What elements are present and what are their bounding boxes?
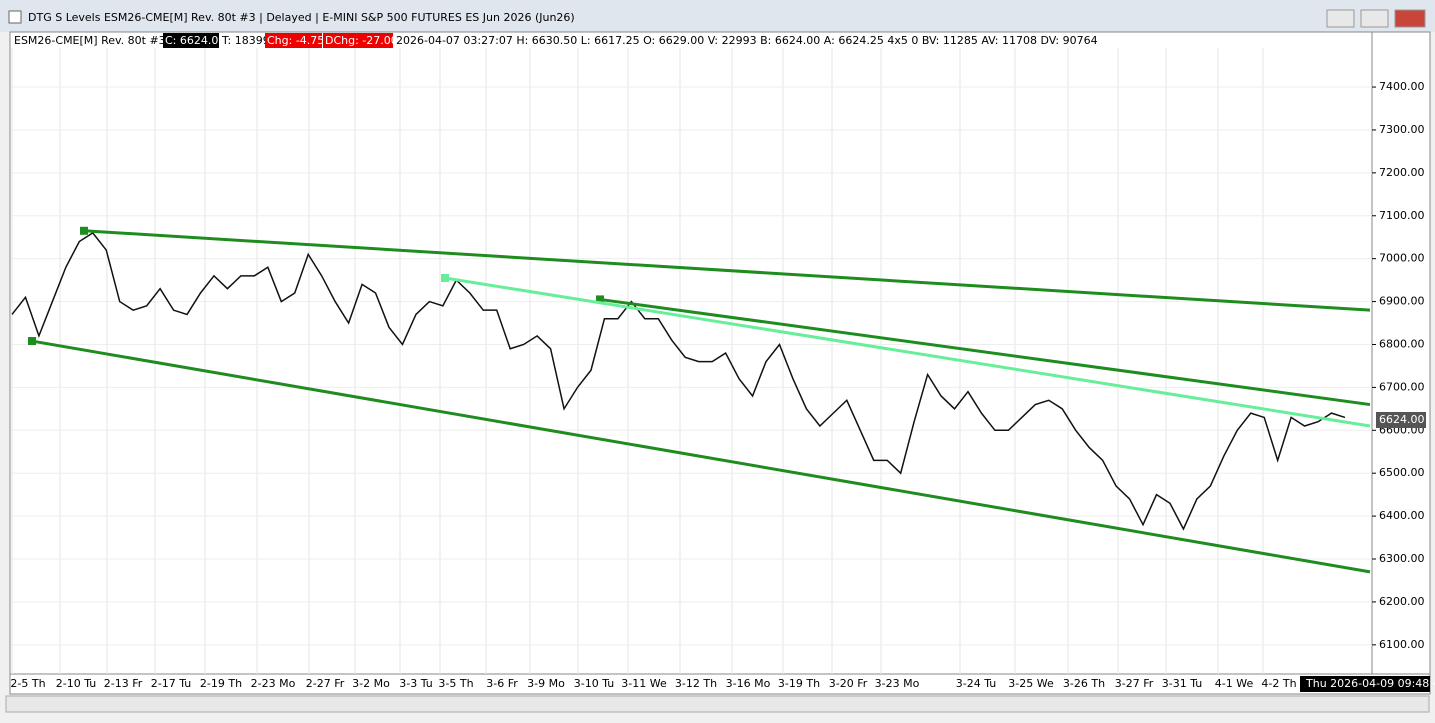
chg: Chg: -4.75 [267,34,324,47]
close: C: 6624.00 [165,34,225,47]
x-tick-label: 3-6 Fr [486,677,518,690]
y-tick-label: 7000.00 [1379,252,1425,265]
x-tick-label: 3-24 Tu [956,677,996,690]
x-tick-label: 3-31 Tu [1162,677,1202,690]
x-tick-label: 2-27 Fr [306,677,345,690]
dchg-box [323,33,393,48]
chart-area [9,31,1431,695]
last-price: 6624.00 [1379,413,1425,426]
x-tick-label: 3-25 We [1008,677,1054,690]
y-tick-label: 7200.00 [1379,166,1425,179]
price-line [11,231,1346,531]
y-tick-label: 6400.00 [1379,509,1425,522]
anchor [28,337,36,346]
symbol: ESM26-CME[M] Rev. 80t #3 [14,34,166,47]
maximize-button[interactable] [1360,9,1389,28]
x-tick-label: 2-13 Fr [104,677,143,690]
trendline [31,339,1371,574]
x-tick-label: 3-11 We [621,677,667,690]
x-tick-label: 3-16 Mo [726,677,771,690]
chg-box [265,33,322,48]
trendline [599,297,1371,407]
time-label: Thu 2026-04-09 09:48:4 [1305,677,1435,690]
details: 2026-04-07 03:27:07 H: 6630.50 L: 6617.2… [396,34,1098,47]
y-tick-label: 7100.00 [1379,209,1425,222]
x-tick-label: 3-12 Th [675,677,717,690]
x-tick-label: 3-20 Fr [829,677,868,690]
trendline [83,229,1371,312]
close-box [163,33,219,48]
y-tick-label: 6100.00 [1379,638,1425,651]
y-tick-label: 6900.00 [1379,295,1425,308]
anchor [596,295,604,304]
x-tick-label: 3-10 Tu [574,677,614,690]
x-tick-label: 2-10 Tu [56,677,96,690]
title-bar [0,0,1435,32]
window-title: DTG S Levels ESM26-CME[M] Rev. 80t #3 | … [28,11,575,24]
scroll-bar[interactable] [5,695,1430,713]
x-tick-label: 3-5 Th [438,677,473,690]
app-icon [8,10,22,24]
x-tick-label: 4-1 We [1215,677,1254,690]
x-tick-label: 2-19 Th [200,677,242,690]
minimize-button[interactable] [1326,9,1355,28]
x-tick-label: 2-23 Mo [251,677,296,690]
x-tick-label: 3-3 Tu [399,677,432,690]
y-tick-label: 6800.00 [1379,337,1425,350]
last-price-box [1376,411,1426,428]
y-tick-label: 6500.00 [1379,466,1425,479]
dchg: DChg: -27.00 [325,34,398,47]
x-tick-label: 3-2 Mo [352,677,390,690]
x-tick-label: 3-27 Fr [1115,677,1154,690]
anchor [80,226,88,235]
anchor [441,273,449,282]
x-tick-label: 2-5 Th [10,677,45,690]
close-button[interactable] [1394,9,1426,28]
trades: T: 18399 [221,34,270,47]
trendline [444,276,1371,428]
y-tick-label: 6300.00 [1379,552,1425,565]
x-tick-label: 2-17 Tu [151,677,191,690]
x-tick-label: 3-26 Th [1063,677,1105,690]
x-tick-label: 3-19 Th [778,677,820,690]
time-box [1300,676,1430,692]
y-tick-label: 7300.00 [1379,123,1425,136]
x-tick-label: 4-2 Th [1261,677,1296,690]
y-tick-label: 6700.00 [1379,380,1425,393]
y-tick-label: 7400.00 [1379,80,1425,93]
y-tick-label: 6200.00 [1379,595,1425,608]
x-tick-label: 3-9 Mo [527,677,565,690]
x-tick-label: 3-23 Mo [875,677,920,690]
